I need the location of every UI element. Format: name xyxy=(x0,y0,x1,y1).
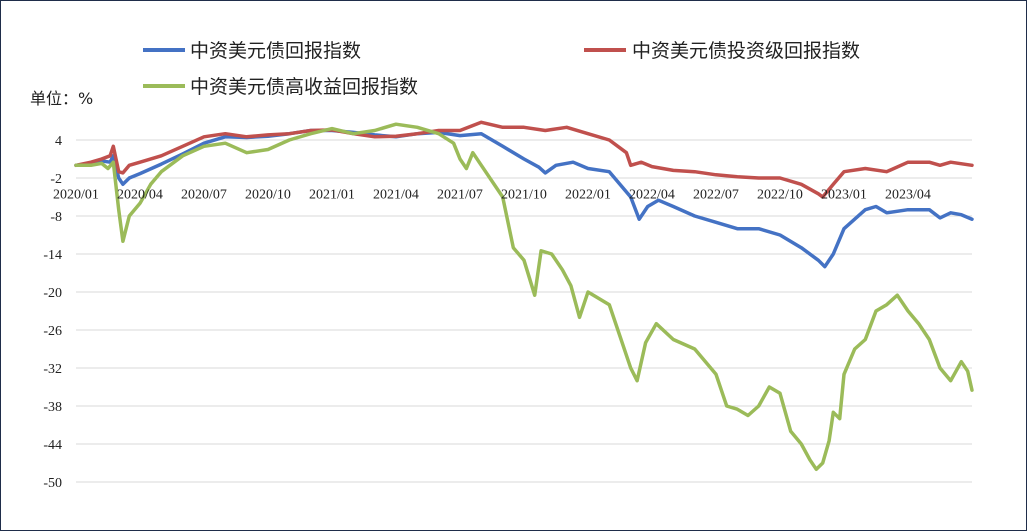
x-tick-label: 2020/10 xyxy=(245,187,291,202)
x-tick-label: 2022/01 xyxy=(565,187,611,202)
series-line-0 xyxy=(74,128,974,269)
y-tick-label: -50 xyxy=(43,476,62,491)
y-tick-label: -14 xyxy=(43,248,62,263)
y-tick-labels: 4 -2 -8 -14 -20 -26 -32 -38 -44 -50 xyxy=(43,134,62,491)
x-tick-label: 2021/01 xyxy=(309,187,355,202)
x-tick-label: 2023/04 xyxy=(885,187,931,202)
y-tick-label: -26 xyxy=(43,324,62,339)
x-tick-label: 2022/07 xyxy=(693,187,739,202)
x-tick-label: 2021/07 xyxy=(437,187,483,202)
series-layer xyxy=(74,120,974,472)
y-tick-label: -20 xyxy=(43,286,62,301)
x-tick-label: 2020/04 xyxy=(117,187,163,202)
grid-layer xyxy=(76,139,972,483)
legend-label-total: 中资美元债回报指数 xyxy=(190,40,361,62)
y-tick-label: -8 xyxy=(50,210,62,225)
legend: 中资美元债回报指数 中资美元债投资级回报指数 中资美元债高收益回报指数 xyxy=(143,40,860,98)
x-tick-label: 2022/04 xyxy=(629,187,675,202)
x-tick-label: 2020/07 xyxy=(181,187,227,202)
y-tick-label: -2 xyxy=(50,172,62,187)
x-tick-label: 2023/01 xyxy=(821,187,867,202)
legend-item-high-yield[interactable]: 中资美元债高收益回报指数 xyxy=(143,76,418,98)
unit-label: 单位：% xyxy=(30,89,93,108)
x-tick-label: 2021/04 xyxy=(373,187,419,202)
y-tick-label: -44 xyxy=(43,438,62,453)
x-tick-label: 2021/10 xyxy=(501,187,547,202)
y-tick-label: -32 xyxy=(43,362,62,377)
y-tick-label: 4 xyxy=(55,134,62,149)
x-tick-labels: 2020/01 2020/04 2020/07 2020/10 2021/01 2021/… xyxy=(53,187,931,202)
y-tick-label: -38 xyxy=(43,400,62,415)
legend-item-investment-grade[interactable]: 中资美元债投资级回报指数 xyxy=(584,40,860,62)
legend-item-total[interactable]: 中资美元债回报指数 xyxy=(143,40,361,62)
legend-label-investment-grade: 中资美元债投资级回报指数 xyxy=(632,40,860,62)
x-tick-label: 2020/01 xyxy=(53,187,99,202)
series-line-1 xyxy=(74,120,974,199)
series-line-2 xyxy=(74,122,974,472)
legend-label-high-yield: 中资美元债高收益回报指数 xyxy=(190,76,418,98)
x-tick-label: 2022/10 xyxy=(757,187,803,202)
